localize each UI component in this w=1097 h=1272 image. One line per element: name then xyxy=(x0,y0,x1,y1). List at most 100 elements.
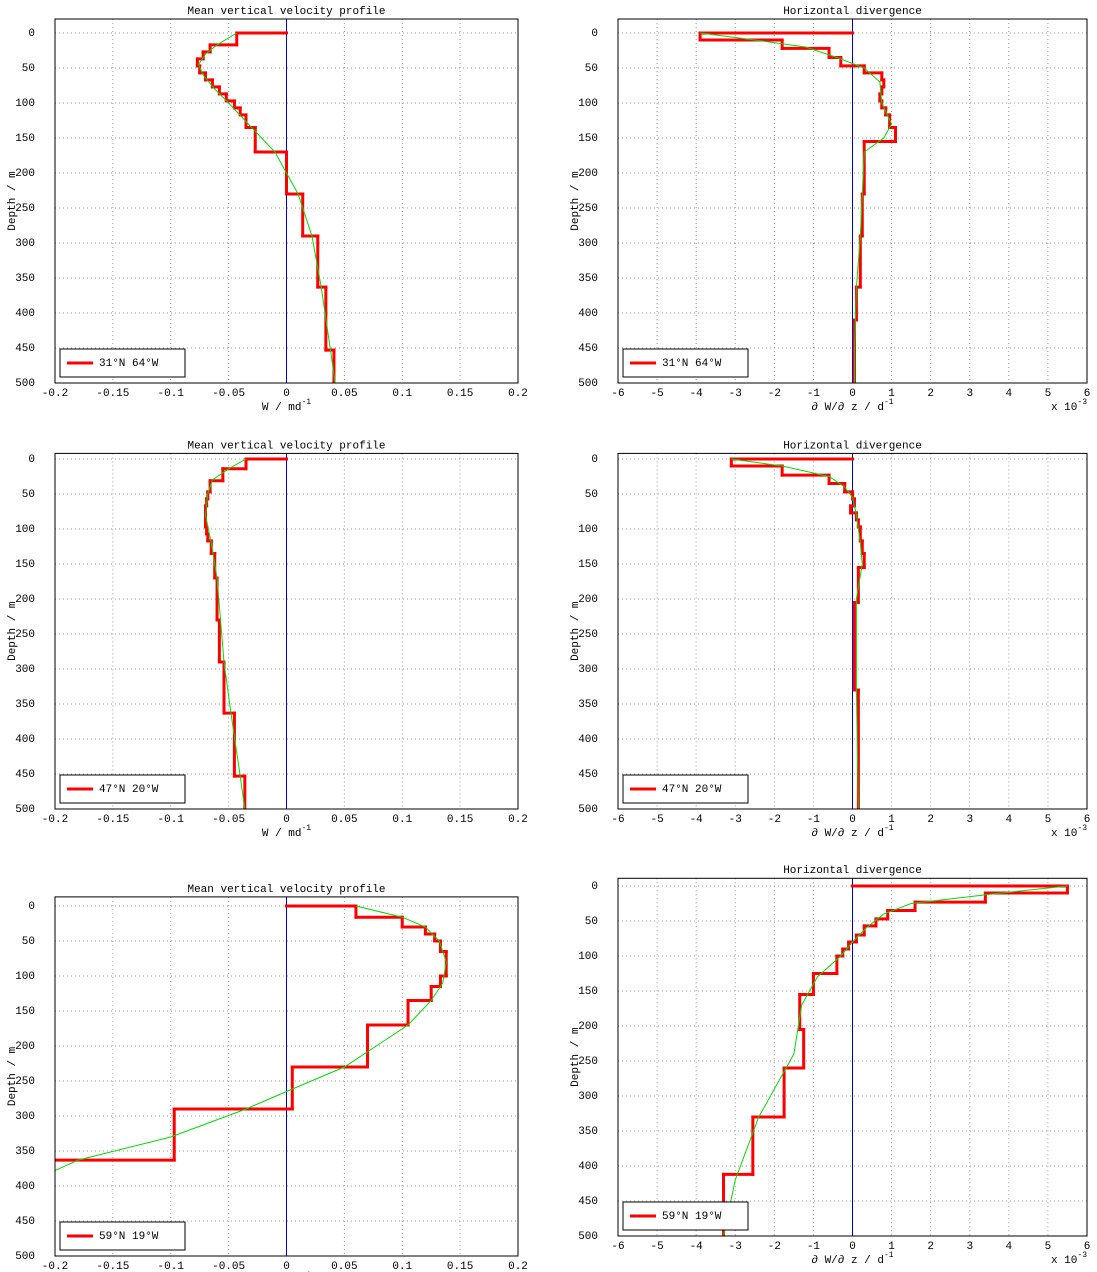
x-tick-label: 1 xyxy=(888,814,895,826)
y-tick-label: 200 xyxy=(578,594,598,606)
fit-curve xyxy=(731,458,863,809)
y-tick-label: 350 xyxy=(15,1146,35,1158)
y-tick-label: 300 xyxy=(578,664,598,676)
y-tick-label: 0 xyxy=(28,28,35,40)
chart-title: Horizontal divergence xyxy=(783,865,922,877)
y-tick-label: 150 xyxy=(578,133,598,145)
y-tick-label: 50 xyxy=(585,916,598,928)
x-tick-label: 0 xyxy=(283,1261,290,1272)
y-tick-label: 50 xyxy=(22,936,35,948)
y-tick-label: 350 xyxy=(15,699,35,711)
y-tick-label: 100 xyxy=(15,524,35,536)
x-tick-label: 3 xyxy=(966,388,973,400)
x-tick-label: 1 xyxy=(888,1241,895,1253)
x-tick-label: -0.15 xyxy=(96,1261,129,1272)
y-tick-label: 500 xyxy=(15,804,35,816)
x-tick-label: 0 xyxy=(849,814,856,826)
y-tick-label: 450 xyxy=(578,769,598,781)
y-tick-label: 400 xyxy=(578,1161,598,1173)
x-axis-label: W / md-1 xyxy=(262,824,311,840)
y-tick-label: 450 xyxy=(578,1196,598,1208)
x-tick-label: -1 xyxy=(807,1241,821,1253)
fit-curve xyxy=(700,32,893,383)
fit-curve xyxy=(723,885,1068,1236)
y-tick-label: 0 xyxy=(28,454,35,466)
data-layer xyxy=(55,904,448,1172)
panel: -6 -5 -4 -3 -2 -1 0 1 2 3 4 5 6 0 50 100 150 200 250 300 350… xyxy=(570,440,1090,840)
legend-label: 59°N 19°W xyxy=(662,1211,722,1223)
chart-title: Mean vertical velocity profile xyxy=(187,6,385,18)
x-tick-label: -2 xyxy=(768,388,781,400)
y-tick-label: 450 xyxy=(15,769,35,781)
x-tick-label: -4 xyxy=(690,1241,704,1253)
x-axis-label-main: ∂ W/∂ z / d xyxy=(811,1255,884,1267)
y-tick-label: 350 xyxy=(578,1126,598,1138)
y-axis-label: Depth / m xyxy=(7,601,19,661)
fit-curve xyxy=(204,458,247,809)
y-tick-label: 150 xyxy=(15,1006,35,1018)
y-axis-label: Depth / m xyxy=(7,1046,19,1106)
x-tick-label: 1 xyxy=(888,388,895,400)
y-tick-label: 200 xyxy=(15,168,35,180)
x-axis-label-sup: -1 xyxy=(302,398,312,407)
y-tick-label: 100 xyxy=(578,951,598,963)
x-tick-label: 0.1 xyxy=(392,388,412,400)
x-multiplier: x 10-3 xyxy=(1051,824,1087,840)
data-layer xyxy=(195,31,336,383)
x-tick-label: 2 xyxy=(927,1241,934,1253)
x-tick-label: -0.1 xyxy=(158,1261,185,1272)
x-tick-label: -5 xyxy=(650,814,663,826)
y-tick-label: 300 xyxy=(15,664,35,676)
y-tick-label: 450 xyxy=(15,343,35,355)
y-tick-label: 350 xyxy=(15,273,35,285)
legend-label: 31°N 64°W xyxy=(662,358,722,370)
y-tick-label: 100 xyxy=(15,971,35,983)
x-multiplier-main: x 10 xyxy=(1051,828,1077,840)
y-tick-label: 0 xyxy=(591,881,598,893)
x-tick-label: -0.15 xyxy=(96,388,129,400)
x-tick-label: -2 xyxy=(768,814,781,826)
x-tick-label: -0.2 xyxy=(42,1261,68,1272)
x-multiplier-main: x 10 xyxy=(1051,402,1077,414)
y-tick-label: 200 xyxy=(15,1041,35,1053)
axes-frame xyxy=(617,18,1088,384)
y-tick-label: 500 xyxy=(578,1231,598,1243)
y-tick-label: 200 xyxy=(578,168,598,180)
y-tick-label: 300 xyxy=(15,1111,35,1123)
panel: -0.2 -0.15 -0.1 -0.05 0 0.05 0.1 0.15 0.2 0 50 100 1… xyxy=(7,884,528,1272)
y-tick-label: 150 xyxy=(578,986,598,998)
x-tick-label: -1 xyxy=(807,814,821,826)
y-tick-label: 200 xyxy=(578,1021,598,1033)
x-tick-label: 0 xyxy=(849,388,856,400)
axes-frame xyxy=(54,452,519,810)
y-tick-label: 400 xyxy=(15,1181,35,1193)
x-tick-label: 3 xyxy=(966,814,973,826)
x-tick-label: 6 xyxy=(1084,1241,1091,1253)
x-tick-label: -6 xyxy=(611,814,624,826)
chart-title: Horizontal divergence xyxy=(783,440,922,452)
x-tick-label: -3 xyxy=(729,388,742,400)
x-tick-label: 0.15 xyxy=(447,814,473,826)
y-tick-label: 50 xyxy=(22,489,35,501)
x-tick-label: 0 xyxy=(283,814,290,826)
x-tick-label: 0.05 xyxy=(331,814,357,826)
x-axis-label-main: ∂ W/∂ z / d xyxy=(811,828,884,840)
x-multiplier-sup: -3 xyxy=(1077,824,1087,833)
y-axis-label: Depth / m xyxy=(570,601,582,661)
x-tick-label: 0 xyxy=(283,388,290,400)
axes-frame xyxy=(54,896,519,1257)
panel: -0.2 -0.15 -0.1 -0.05 0 0.05 0.1 0.15 0.2 0 50 100 1… xyxy=(7,440,528,840)
x-axis-label-sup: -1 xyxy=(884,1251,894,1260)
panel: -6 -5 -4 -3 -2 -1 0 1 2 3 4 5 6 0 50 100 150 200 250 300 350… xyxy=(570,6,1090,414)
x-tick-label: -4 xyxy=(690,814,704,826)
y-tick-label: 500 xyxy=(578,378,598,390)
y-tick-label: 150 xyxy=(15,133,35,145)
x-tick-label: 5 xyxy=(1045,1241,1052,1253)
x-tick-label: -5 xyxy=(650,388,663,400)
x-tick-label: 0.15 xyxy=(447,388,473,400)
fit-curve xyxy=(55,905,447,1172)
x-tick-label: 0.2 xyxy=(508,388,528,400)
y-tick-label: 350 xyxy=(578,699,598,711)
x-axis-label-main: ∂ W/∂ z / d xyxy=(811,402,884,414)
